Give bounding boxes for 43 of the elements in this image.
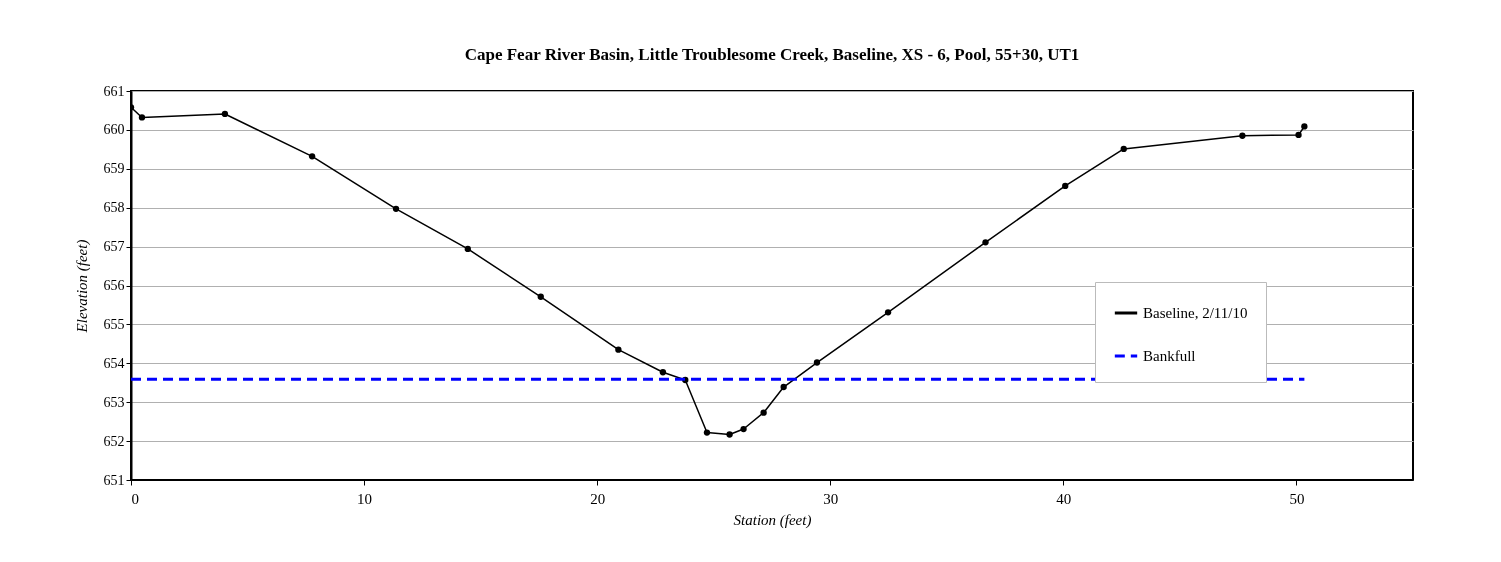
y-tick-label: 660 bbox=[103, 122, 125, 138]
point bbox=[392, 205, 400, 213]
y-axis-title: Elevation (feet) bbox=[73, 239, 91, 334]
y-tick-label: 657 bbox=[103, 239, 125, 255]
y-tick-label: 653 bbox=[103, 394, 125, 410]
point bbox=[221, 110, 229, 118]
point bbox=[138, 114, 146, 121]
point bbox=[760, 409, 767, 416]
point bbox=[615, 346, 622, 353]
y-tick-label: 654 bbox=[103, 355, 125, 371]
y-tick-label: 661 bbox=[103, 83, 125, 99]
point bbox=[884, 309, 892, 316]
y-tick-label: 652 bbox=[103, 433, 125, 449]
y-tick-label: 659 bbox=[103, 161, 125, 177]
point bbox=[537, 293, 544, 300]
y-tick-label: 655 bbox=[103, 316, 125, 332]
point bbox=[1120, 145, 1127, 153]
x-tick-label: 40 bbox=[1056, 490, 1072, 507]
x-tick-label: 30 bbox=[823, 490, 839, 507]
point bbox=[1062, 182, 1069, 190]
x-tick-label: 50 bbox=[1289, 490, 1305, 507]
point bbox=[308, 153, 316, 160]
x-tick-label: 20 bbox=[590, 490, 606, 507]
legend-label: Baseline, 2/11/10 bbox=[1143, 305, 1248, 321]
point bbox=[726, 431, 733, 438]
point bbox=[1295, 131, 1302, 139]
point bbox=[703, 429, 711, 436]
y-tick-label: 656 bbox=[103, 278, 125, 293]
point bbox=[740, 425, 747, 433]
point bbox=[813, 359, 821, 366]
point bbox=[982, 239, 989, 246]
point bbox=[1301, 123, 1308, 130]
x-tick-label: 0 bbox=[131, 490, 139, 507]
x-axis-title: Station (feet) bbox=[733, 511, 812, 529]
point bbox=[659, 369, 667, 376]
point bbox=[780, 383, 787, 391]
legend-label: Bankfull bbox=[1143, 348, 1196, 364]
y-tick-label: 651 bbox=[103, 472, 125, 488]
x-tick-label: 10 bbox=[357, 490, 373, 507]
y-tick-label: 658 bbox=[103, 200, 125, 216]
point bbox=[464, 245, 471, 253]
point bbox=[1239, 132, 1246, 139]
chart-title: Cape Fear River Basin, Little Troublesome Creek, Baseline, XS - 6, Pool, 55+30, UT1 bbox=[464, 45, 1080, 64]
